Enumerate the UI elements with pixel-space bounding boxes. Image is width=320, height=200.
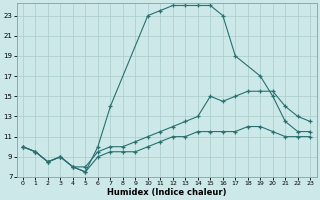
X-axis label: Humidex (Indice chaleur): Humidex (Indice chaleur) <box>107 188 226 197</box>
